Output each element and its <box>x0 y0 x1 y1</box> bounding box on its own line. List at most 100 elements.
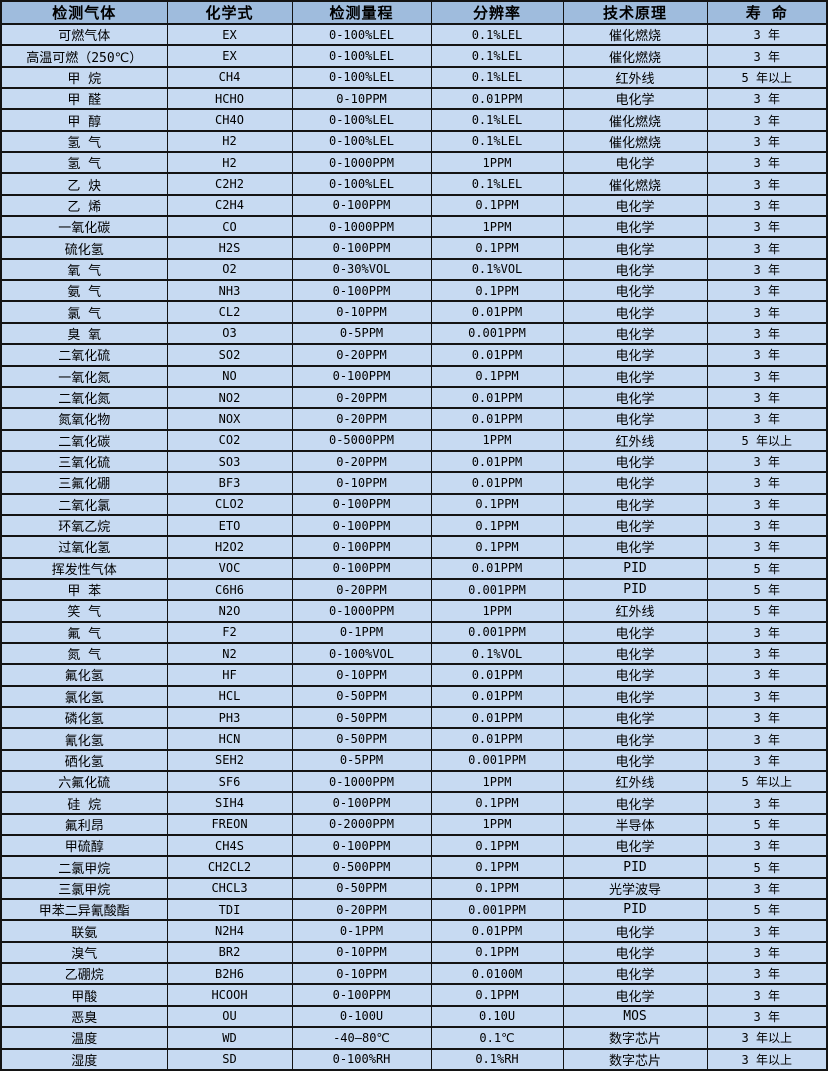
formula-cell: C6H6 <box>166 577 293 602</box>
formula-cell: HCN <box>166 727 293 751</box>
table-row: 氯化氢 HCL 0-50PPM 0.01PPM 电化学 3 年 <box>0 684 828 709</box>
resolution-cell: 0.0100M <box>430 962 564 986</box>
lifespan-cell: 3 年以上 <box>706 1047 828 1071</box>
gas-name-cell: 甲酸 <box>0 983 168 1007</box>
resolution-cell: 0.1PPM <box>430 791 564 815</box>
formula-cell: HCL <box>166 684 293 709</box>
formula-cell: N2H4 <box>166 919 293 943</box>
table-row: 氮氧化物 NOX 0-20PPM 0.01PPM 电化学 3 年 <box>0 407 828 431</box>
resolution-cell: 0.1PPM <box>430 940 564 965</box>
range-cell: 0-10PPM <box>291 940 432 965</box>
principle-cell: 电化学 <box>562 193 708 218</box>
lifespan-cell: 5 年以上 <box>706 428 828 452</box>
resolution-cell: 0.1PPM <box>430 834 564 858</box>
resolution-cell: 0.1%LEL <box>430 44 564 68</box>
range-cell: 0-100PPM <box>291 791 432 815</box>
lifespan-cell: 3 年 <box>706 22 828 47</box>
resolution-cell: 1PPM <box>430 770 564 794</box>
range-cell: 0-100PPM <box>291 236 432 260</box>
resolution-cell: 0.1%LEL <box>430 129 564 154</box>
header-cell-formula: 化学式 <box>166 0 293 25</box>
gas-name-cell: 乙 炔 <box>0 172 168 196</box>
table-row: 三氟化硼 BF3 0-10PPM 0.01PPM 电化学 3 年 <box>0 471 828 495</box>
table-row: 硅 烷 SIH4 0-100PPM 0.1PPM 电化学 3 年 <box>0 791 828 815</box>
formula-cell: SO3 <box>166 449 293 474</box>
formula-cell: ETO <box>166 513 293 538</box>
range-cell: 0-50PPM <box>291 876 432 901</box>
resolution-cell: 0.01PPM <box>430 556 564 580</box>
resolution-cell: 0.1℃ <box>430 1026 564 1050</box>
gas-name-cell: 二氯甲烷 <box>0 855 168 879</box>
resolution-cell: 0.01PPM <box>430 407 564 431</box>
formula-cell: NO <box>166 364 293 388</box>
formula-cell: CO <box>166 215 293 239</box>
principle-cell: 催化燃烧 <box>562 44 708 68</box>
resolution-cell: 0.1%LEL <box>430 65 564 90</box>
table-row: 湿度 SD 0-100%RH 0.1%RH 数字芯片 3 年以上 <box>0 1047 828 1071</box>
principle-cell: 电化学 <box>562 300 708 324</box>
table-row: 氟化氢 HF 0-10PPM 0.01PPM 电化学 3 年 <box>0 663 828 687</box>
range-cell: 0-100PPM <box>291 364 432 388</box>
formula-cell: SO2 <box>166 343 293 367</box>
table-row: 磷化氢 PH3 0-50PPM 0.01PPM 电化学 3 年 <box>0 705 828 730</box>
gas-name-cell: 一氧化氮 <box>0 364 168 388</box>
gas-name-cell: 甲 苯 <box>0 577 168 602</box>
lifespan-cell: 5 年 <box>706 599 828 623</box>
table-row: 乙 烯 C2H4 0-100PPM 0.1PPM 电化学 3 年 <box>0 193 828 218</box>
resolution-cell: 0.1PPM <box>430 983 564 1007</box>
lifespan-cell: 3 年 <box>706 257 828 282</box>
principle-cell: 电化学 <box>562 748 708 773</box>
principle-cell: 电化学 <box>562 727 708 751</box>
resolution-cell: 0.1%LEL <box>430 22 564 47</box>
lifespan-cell: 3 年 <box>706 449 828 474</box>
range-cell: 0-100%LEL <box>291 65 432 90</box>
principle-cell: 电化学 <box>562 87 708 111</box>
table-row: 可燃气体 EX 0-100%LEL 0.1%LEL 催化燃烧 3 年 <box>0 22 828 47</box>
lifespan-cell: 5 年 <box>706 556 828 580</box>
resolution-cell: 0.1PPM <box>430 279 564 303</box>
principle-cell: 电化学 <box>562 663 708 687</box>
resolution-cell: 0.10U <box>430 1004 564 1029</box>
lifespan-cell: 5 年以上 <box>706 770 828 794</box>
gas-name-cell: 氯化氢 <box>0 684 168 709</box>
formula-cell: CO2 <box>166 428 293 452</box>
principle-cell: 红外线 <box>562 428 708 452</box>
formula-cell: SIH4 <box>166 791 293 815</box>
table-row: 氢 气 H2 0-100%LEL 0.1%LEL 催化燃烧 3 年 <box>0 129 828 154</box>
range-cell: 0-1000PPM <box>291 151 432 175</box>
formula-cell: F2 <box>166 620 293 644</box>
formula-cell: CLO2 <box>166 492 293 516</box>
resolution-cell: 0.1PPM <box>430 364 564 388</box>
formula-cell: BF3 <box>166 471 293 495</box>
range-cell: 0-1000PPM <box>291 599 432 623</box>
formula-cell: HCOOH <box>166 983 293 1007</box>
table-row: 硒化氢 SEH2 0-5PPM 0.001PPM 电化学 3 年 <box>0 748 828 773</box>
gas-name-cell: 三氯甲烷 <box>0 876 168 901</box>
table-row: 二氧化碳 CO2 0-5000PPM 1PPM 红外线 5 年以上 <box>0 428 828 452</box>
range-cell: 0-100%VOL <box>291 641 432 666</box>
gas-name-cell: 六氟化硫 <box>0 770 168 794</box>
lifespan-cell: 3 年 <box>706 834 828 858</box>
table-row: 环氧乙烷 ETO 0-100PPM 0.1PPM 电化学 3 年 <box>0 513 828 538</box>
gas-name-cell: 二氧化碳 <box>0 428 168 452</box>
principle-cell: 红外线 <box>562 65 708 90</box>
range-cell: 0-20PPM <box>291 577 432 602</box>
gas-name-cell: 硒化氢 <box>0 748 168 773</box>
resolution-cell: 0.01PPM <box>430 87 564 111</box>
gas-name-cell: 一氧化碳 <box>0 215 168 239</box>
resolution-cell: 0.1%VOL <box>430 641 564 666</box>
gas-name-cell: 湿度 <box>0 1047 168 1071</box>
resolution-cell: 0.001PPM <box>430 321 564 346</box>
lifespan-cell: 3 年 <box>706 87 828 111</box>
principle-cell: PID <box>562 556 708 580</box>
resolution-cell: 1PPM <box>430 151 564 175</box>
table-row: 二氧化氯 CLO2 0-100PPM 0.1PPM 电化学 3 年 <box>0 492 828 516</box>
table-row: 乙 炔 C2H2 0-100%LEL 0.1%LEL 催化燃烧 3 年 <box>0 172 828 196</box>
resolution-cell: 0.001PPM <box>430 898 564 922</box>
table-row: 氮 气 N2 0-100%VOL 0.1%VOL 电化学 3 年 <box>0 641 828 666</box>
formula-cell: CHCL3 <box>166 876 293 901</box>
resolution-cell: 0.1PPM <box>430 193 564 218</box>
range-cell: 0-30%VOL <box>291 257 432 282</box>
principle-cell: 数字芯片 <box>562 1047 708 1071</box>
formula-cell: N2O <box>166 599 293 623</box>
